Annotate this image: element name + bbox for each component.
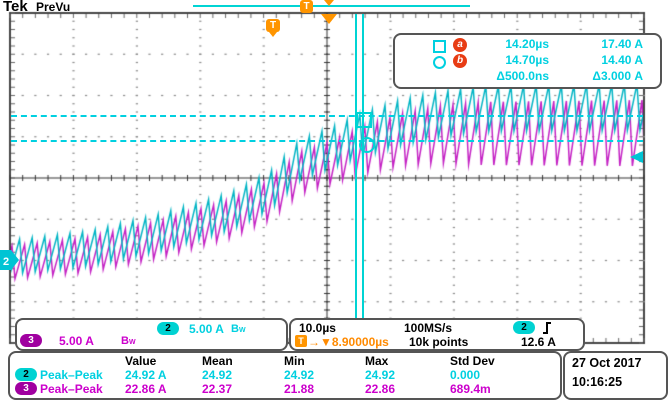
cursor-a-marker[interactable] [356,112,372,128]
channel3-bandwidth-icon: BW [121,335,136,347]
circle-icon [433,56,446,69]
col-header-stddev: Std Dev [450,354,495,368]
channel2-ground-flag[interactable]: 2 [0,250,20,270]
datetime-box: 27 Oct 2017 10:16:25 [563,351,668,400]
record-length: 10k points [409,335,469,349]
cursor-delta-amplitude: Δ3.000 A [592,69,643,83]
channel2-bandwidth-icon: BW [231,323,246,335]
cursor-b-badge: b [453,54,467,68]
channel3-badge: 3 [15,382,37,395]
channel-scale-box[interactable]: 2 5.00 A BW 3 5.00 A BW [15,318,288,351]
trigger-level: 12.6 A [521,335,556,349]
cursor-a-badge: a [453,38,467,52]
date-label: 27 Oct 2017 [572,356,642,370]
measurement-value: 22.86 A [125,382,167,396]
record-trigger-marker[interactable]: T [300,0,313,13]
cursor-readout-box[interactable]: a 14.20µs 17.40 A b 14.70µs 14.40 A Δ500… [393,33,662,89]
cursor-time-lines[interactable] [355,14,364,318]
time-label: 10:16:25 [572,375,623,389]
ground-flag-label: 2 [3,256,9,268]
rising-edge-icon [543,322,551,334]
measurement-min: 21.88 [284,382,315,396]
col-header-mean: Mean [202,354,233,368]
trigger-delay-readout: →▼8.90000µs [308,335,389,349]
cursor-b-amplitude: 14.40 A [601,53,643,67]
acquisition-status: PreVu [36,0,71,14]
record-position-icon[interactable] [324,0,334,6]
delay-trigger-icon: T [295,335,307,347]
measurement-min: 24.92 [284,368,315,382]
cursor-b-time: 14.70µs [505,53,549,67]
channel2-badge: 2 [15,368,37,381]
cursor-a-amplitude: 17.40 A [601,37,643,51]
measurement-name: Peak–Peak [40,382,103,396]
channel2-scale: 5.00 A [189,322,224,336]
measurement-stddev: 0.000 [450,368,481,382]
record-view-bar[interactable] [193,5,470,7]
measurement-table[interactable]: Value Mean Min Max Std Dev 2 Peak–Peak 2… [8,351,562,400]
cursor-b-marker[interactable] [359,137,375,153]
cursor-b-level-line[interactable] [11,140,643,142]
channel3-scale: 5.00 A [59,334,94,348]
expansion-point-icon[interactable] [321,14,337,24]
col-header-value: Value [125,354,157,368]
measurement-name: Peak–Peak [40,368,103,382]
square-icon [433,40,446,53]
trigger-position-flag[interactable]: T [266,19,280,37]
measurement-value: 24.92 A [125,368,167,382]
sample-rate: 100MS/s [404,321,453,335]
trigger-source-badge[interactable]: 2 [513,321,535,334]
timebase-trigger-box[interactable]: 10.0µs 100MS/s 2 T →▼8.90000µs 10k point… [289,318,585,351]
col-header-min: Min [284,354,305,368]
measurement-mean: 22.37 [202,382,233,396]
channel3-badge[interactable]: 3 [20,334,42,347]
measurement-stddev: 689.4m [450,382,491,396]
channel2-badge[interactable]: 2 [157,322,179,335]
measurement-max: 24.92 [365,368,396,382]
cursor-delta-time: Δ500.0ns [496,69,549,83]
cursor-a-time: 14.20µs [505,37,549,51]
col-header-max: Max [365,354,389,368]
measurement-mean: 24.92 [202,368,233,382]
measurement-max: 22.86 [365,382,396,396]
trigger-level-arrow-icon[interactable] [630,151,643,163]
timebase-scale: 10.0µs [299,321,336,335]
cursor-a-level-line[interactable] [11,115,643,117]
tek-logo: Tek [3,0,28,15]
